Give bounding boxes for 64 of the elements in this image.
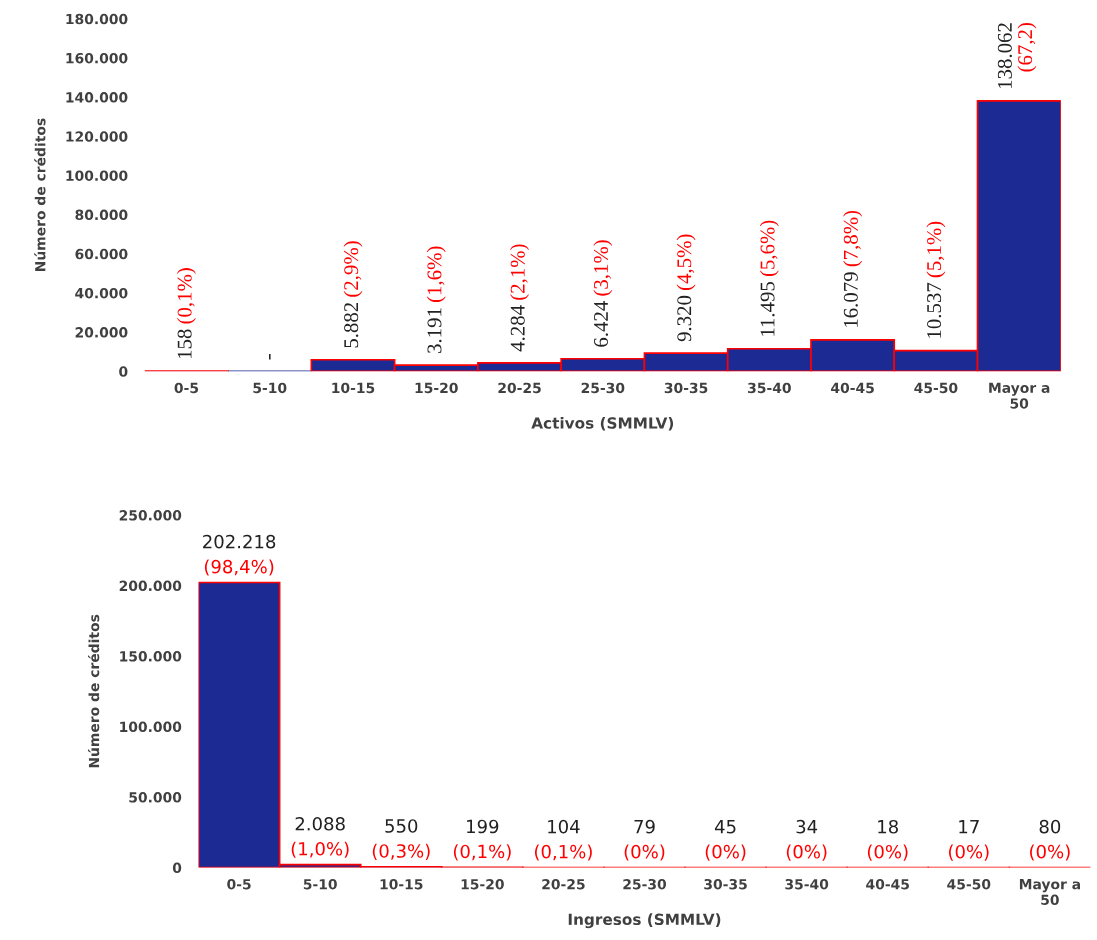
x-tick-label: Mayor a 50 [1019, 879, 1080, 906]
y-tick-label: 160.000 [66, 52, 128, 64]
data-label: 10.537 (5,1%) [926, 221, 946, 338]
x-tick-label: 45-50 [947, 878, 991, 890]
y-tick-label: 100.000 [120, 721, 182, 733]
x-axis-title: Ingresos (SMMLV) [568, 913, 721, 929]
x-tick-label: 10-15 [332, 382, 375, 394]
x-tick-label: 0-5 [174, 382, 199, 394]
x-tick-label: 20-25 [498, 382, 541, 394]
x-tick-label: Mayor a 50 [989, 382, 1050, 409]
data-label: 4.284 (2,1%) [510, 244, 529, 352]
data-label: 80 (0%) [1030, 819, 1070, 861]
y-tick-label: 20.000 [75, 327, 128, 338]
x-tick-label: 20-25 [542, 878, 585, 890]
x-tick-label: 15-20 [461, 878, 504, 890]
x-axis-title: Activos (SMMLV) [531, 416, 674, 431]
x-tick-label: 30-35 [664, 382, 708, 394]
data-label: - [269, 354, 271, 360]
y-tick-label: 40.000 [75, 287, 128, 299]
y-tick-label: 0 [172, 862, 182, 874]
data-label: 11.495 (5,6%) [759, 220, 779, 336]
data-label: 158 (0,1%) [176, 268, 196, 359]
x-tick-label: 35-40 [748, 382, 791, 394]
data-label: 5.882 (2,9%) [343, 241, 363, 348]
data-label: 79 (0%) [624, 819, 665, 861]
x-tick-label: 10-15 [380, 878, 423, 890]
y-tick-label: 80.000 [75, 209, 128, 221]
y-axis-title: Número de créditos [34, 118, 46, 272]
data-label: 9.320 (4,5%) [676, 234, 696, 342]
y-tick-label: 60.000 [75, 248, 128, 260]
data-label: 16.079 (7,8%) [843, 210, 863, 327]
y-axis-title: Número de créditos [87, 614, 100, 768]
y-tick-label: 100.000 [66, 170, 128, 181]
y-tick-label: 180.000 [66, 13, 128, 25]
data-label: 104 (0,1%) [534, 819, 592, 861]
y-tick-label: 150.000 [120, 651, 182, 662]
data-label: 550 (0,3%) [372, 819, 430, 860]
x-tick-label: 40-45 [866, 878, 909, 890]
x-tick-label: 5-10 [303, 878, 337, 890]
data-label: 45 (0%) [705, 820, 746, 861]
y-tick-label: 140.000 [66, 92, 128, 103]
x-tick-label: 30-35 [704, 878, 747, 890]
data-label: 3.191 (1,6%) [426, 246, 446, 353]
x-tick-label: 45-50 [914, 382, 958, 394]
data-label: 202.218 (98,4%) [203, 534, 276, 576]
x-tick-label: 25-30 [623, 878, 667, 890]
y-tick-label: 0 [119, 366, 128, 377]
data-label: 2.088 (1,0%) [291, 816, 349, 858]
x-tick-label: 35-40 [785, 878, 829, 890]
x-tick-label: 0-5 [227, 878, 251, 890]
data-label: 17 (0%) [948, 820, 989, 861]
y-tick-label: 200.000 [119, 580, 182, 592]
y-tick-label: 250.000 [119, 510, 182, 521]
y-tick-label: 120.000 [66, 131, 128, 142]
data-label: 199 (0,1%) [453, 819, 511, 861]
x-tick-label: 15-20 [415, 382, 458, 394]
data-label: 138.062 (67,2) [997, 23, 1037, 88]
data-label: 34 (0%) [786, 819, 827, 861]
x-tick-label: 40-45 [831, 382, 874, 394]
y-tick-label: 50.000 [129, 792, 182, 803]
x-tick-label: 25-30 [581, 382, 625, 394]
x-tick-label: 5-10 [253, 382, 287, 394]
data-label: 6.424 (3,1%) [593, 240, 613, 347]
data-label: 18 (0%) [867, 819, 908, 861]
